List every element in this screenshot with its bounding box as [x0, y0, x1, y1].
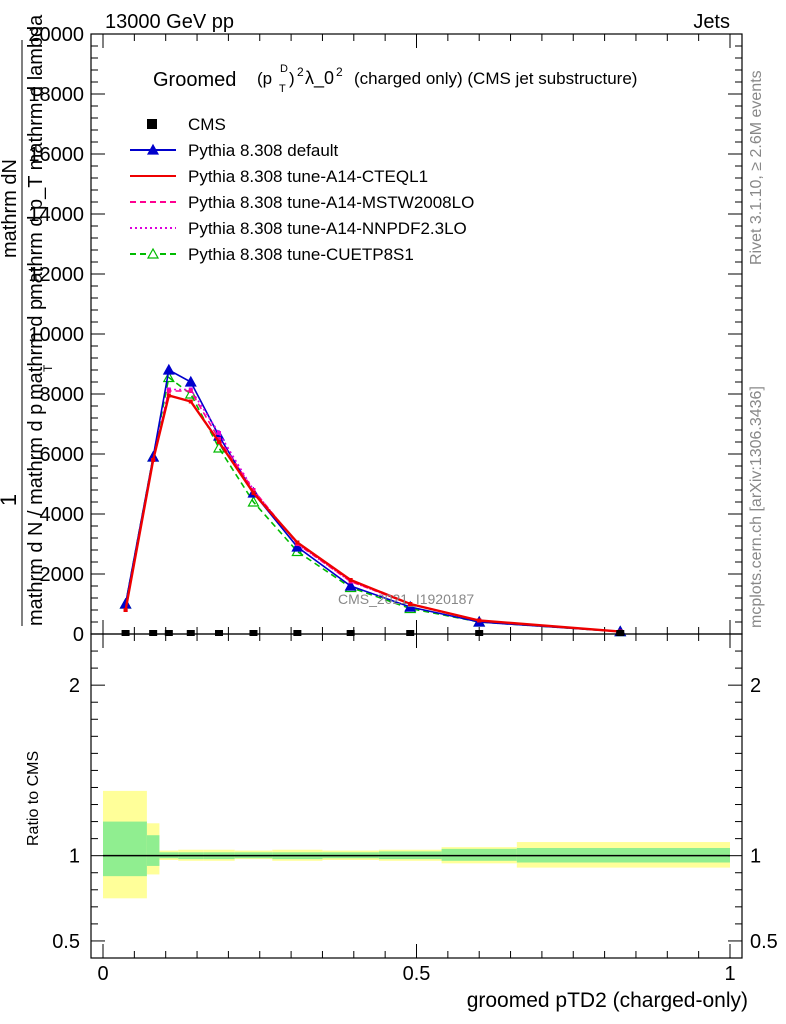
ratio-frame: [90, 633, 743, 959]
legend-label: Pythia 8.308 default: [188, 141, 339, 160]
series-point: [184, 375, 197, 387]
series-point: [216, 437, 221, 441]
cms-point: [214, 630, 223, 636]
series-point: [247, 495, 260, 507]
svg-text:2: 2: [297, 65, 304, 79]
ratio-band-green: [441, 848, 517, 861]
cms-point: [616, 630, 625, 636]
title-lambda: λ_0: [305, 68, 334, 89]
series-point: [166, 389, 171, 393]
svg-text:D: D: [280, 63, 288, 75]
header-process: Jets: [693, 11, 730, 33]
ylabel-one: 1: [0, 494, 21, 506]
x-axis-label: groomed pTD2 (charged-only): [467, 989, 748, 1012]
legend-label: CMS: [188, 115, 226, 134]
legend-label: Pythia 8.308 tune-A14-CTEQL1: [188, 167, 428, 186]
y-tick-label: 4000: [40, 504, 85, 526]
svg-text:(p: (p: [257, 69, 272, 88]
series-point: [295, 540, 300, 545]
ratio-band-green: [146, 835, 160, 866]
series-point: [166, 393, 171, 398]
y-tick-label: 18000: [28, 84, 84, 106]
y-axis-label: 1 mathrm dN mathrm d N / mathrm d p math…: [0, 14, 55, 626]
main-axis-ticks: 0 2000 4000 6000 8000 10000 12000 14000 16000 180…: [28, 24, 742, 646]
series-point: [408, 602, 413, 606]
series-line-5: [124, 376, 621, 633]
ratio-tick-label: 0.5: [52, 931, 80, 953]
ylabel-den: mathrm d p: [25, 299, 47, 400]
ratio-bands: [103, 790, 730, 899]
ratio-tick-label: 1: [69, 846, 80, 868]
main-panel: 0 2000 4000 6000 8000 10000 12000 14000 16000 180…: [28, 24, 743, 646]
cms-point: [164, 630, 173, 636]
main-series: [119, 363, 627, 637]
ylabel-num: mathrm d N / mathrm d p: [25, 404, 47, 626]
ratio-tick-label-right: 0.5: [750, 931, 778, 953]
x-tick-labels: 0 0.5 1: [97, 963, 735, 985]
series-point: [151, 458, 156, 462]
ratio-y-label: Ratio to CMS: [25, 751, 42, 846]
cms-point: [249, 630, 258, 636]
series-point: [188, 399, 193, 404]
analysis-watermark: CMS_2021_I1920187: [338, 591, 474, 607]
title-rest: (charged only) (CMS jet substructure): [354, 69, 637, 88]
y-tick-label: 14000: [28, 204, 84, 226]
y-tick-label: 16000: [28, 144, 84, 166]
series-point: [348, 578, 353, 582]
series-point: [251, 488, 256, 492]
legend-label: Pythia 8.308 tune-A14-MSTW2008LO: [188, 193, 474, 212]
ratio-panel: 0.5 0.5 1 1 2 2: [52, 633, 778, 959]
ylabel-sub: T: [41, 364, 55, 372]
legend-swatch-cms: [147, 119, 157, 129]
y-tick-label: 6000: [40, 444, 85, 466]
ratio-tick-label: 2: [69, 675, 80, 697]
ratio-axis-ticks: 0.5 0.5 1 1 2 2: [52, 634, 778, 958]
y-tick-label: 10000: [28, 324, 84, 346]
header-energy: 13000 GeV pp: [105, 11, 234, 33]
ylabel-ext: mathrm d p_T mathrm d lambda: [25, 14, 47, 300]
ratio-band-green: [103, 821, 147, 877]
series-point: [404, 600, 417, 612]
legend-label: Pythia 8.308 tune-A14-NNPDF2.3LO: [188, 219, 467, 238]
series-point: [216, 440, 221, 444]
legend-label: Pythia 8.308 tune-CUETP8S1: [188, 245, 414, 264]
series-point: [344, 579, 357, 591]
y-tick-label: 20000: [28, 24, 84, 46]
legend: CMS Pythia 8.308 default Pythia 8.308 tune…: [130, 115, 474, 264]
series-point: [188, 389, 193, 393]
legend-marker: [146, 247, 160, 259]
svg-text:T: T: [279, 83, 286, 95]
series-point: [216, 431, 221, 435]
ylabel-top: mathrm dN: [0, 159, 21, 258]
cms-point: [346, 630, 355, 636]
svg-text:2: 2: [336, 65, 343, 79]
title-groomed: Groomed: [153, 69, 236, 91]
ratio-tick-label-right: 2: [750, 675, 761, 697]
cms-point: [406, 630, 415, 636]
cms-point: [475, 630, 484, 636]
x-tick-label: 0: [97, 963, 108, 985]
cms-point: [293, 630, 302, 636]
series-point: [162, 363, 175, 375]
y-tick-label: 12000: [28, 264, 84, 286]
ratio-tick-label-right: 1: [750, 846, 761, 868]
y-tick-label: 2000: [40, 564, 85, 586]
series-point: [477, 618, 482, 623]
series-point: [251, 491, 256, 495]
cms-point: [149, 630, 158, 636]
svg-text:): ): [289, 69, 295, 88]
y-tick-label: 8000: [40, 384, 85, 406]
chart-title: Groomed (p D T ) 2 λ_0 2 (charged only) …: [153, 63, 637, 95]
legend-marker: [146, 143, 160, 155]
x-tick-label: 0.5: [403, 963, 431, 985]
rivet-note: Rivet 3.1.10, ≥ 2.6M events: [748, 70, 765, 265]
y-tick-label: 0: [73, 624, 84, 646]
series-point: [123, 608, 128, 612]
series-point: [162, 371, 175, 383]
x-tick-label: 1: [724, 963, 735, 985]
mcplots-note: mcplots.cern.ch [arXiv:1306.3436]: [748, 386, 765, 628]
cms-point: [186, 630, 195, 636]
cms-point: [121, 630, 130, 636]
